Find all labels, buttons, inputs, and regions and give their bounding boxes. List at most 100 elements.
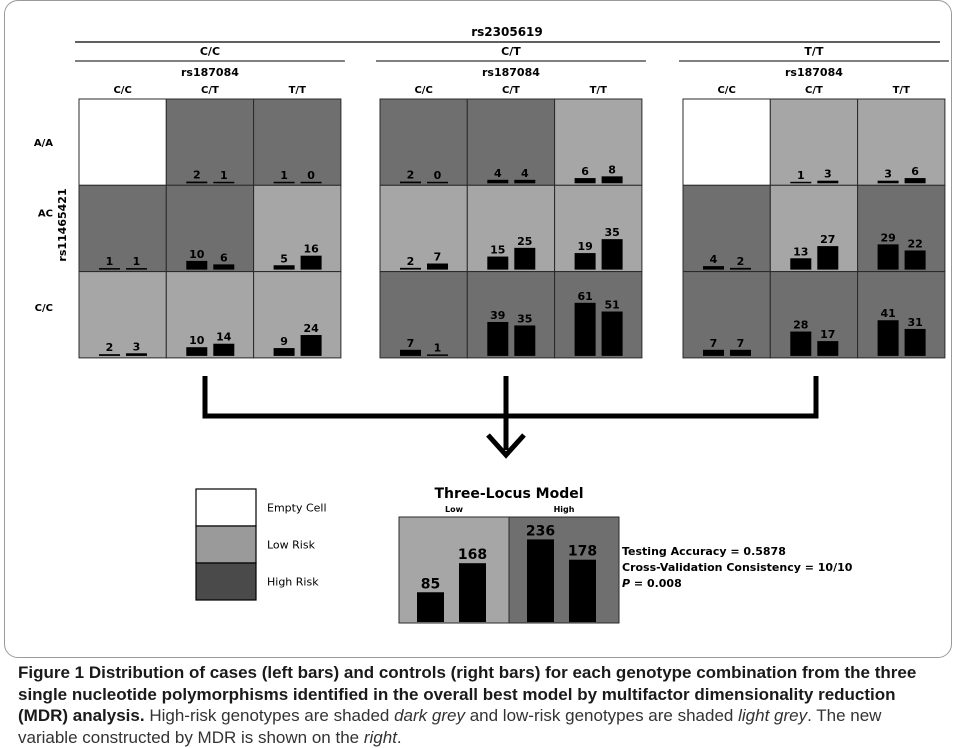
testing-accuracy: Testing Accuracy = 0.5878 <box>622 545 786 558</box>
cases-bar <box>574 302 596 356</box>
cell-high-risk <box>682 184 771 273</box>
cell-low-risk <box>165 271 255 359</box>
cases-value-label: 7 <box>710 337 718 350</box>
controls-value-label: 8 <box>608 163 616 176</box>
caption-text-1: High-risk genotypes are shaded <box>149 706 390 725</box>
controls-bar <box>730 349 751 356</box>
cases-value-label: 1 <box>280 169 288 182</box>
controls-value-label: 51 <box>604 299 619 312</box>
controls-value-label: 14 <box>216 331 232 344</box>
controls-value-label: 16 <box>303 243 319 256</box>
cases-bar <box>790 331 812 356</box>
col-genotype-label: C/C <box>113 85 131 96</box>
cases-bar <box>877 180 899 184</box>
legend-label-high: High Risk <box>267 576 319 589</box>
cases-value-label: 41 <box>880 307 895 320</box>
controls-value-label: 3 <box>824 168 832 181</box>
genotype-cell <box>78 98 167 186</box>
cell-low-risk <box>253 184 342 273</box>
cases-bar <box>400 181 421 184</box>
cases-value-label: 6 <box>581 165 589 178</box>
caption-text-2: and low-risk genotypes are shaded <box>469 706 734 725</box>
genotype-cell <box>682 98 771 186</box>
cases-value-label: 10 <box>189 334 205 347</box>
controls-value-label: 6 <box>911 165 919 178</box>
cell-high-risk <box>165 184 255 273</box>
arrow-head <box>486 433 526 459</box>
controls-bar <box>817 341 839 356</box>
model-group-label: High <box>554 505 575 514</box>
cases-value-label: 2 <box>407 169 415 182</box>
model-cases-label: 85 <box>421 576 440 592</box>
genotype-cell: 5 16 <box>253 184 342 273</box>
col-snp-label: rs187084 <box>181 66 239 79</box>
controls-value-label: 1 <box>434 341 442 354</box>
legend-label-low: Low Risk <box>267 539 316 552</box>
row-genotype-label: C/C <box>35 303 53 314</box>
cases-bar <box>99 268 120 270</box>
cell-high-risk <box>78 184 167 273</box>
controls-bar <box>300 255 322 270</box>
legend-swatch-empty <box>195 488 257 527</box>
controls-bar <box>730 267 751 270</box>
controls-bar <box>601 176 623 184</box>
genotype-cell: 13 27 <box>769 184 859 273</box>
genotype-cell: 61 51 <box>554 271 643 359</box>
cases-value-label: 4 <box>710 253 718 266</box>
cell-empty-risk <box>78 98 167 186</box>
cases-bar <box>487 321 509 356</box>
cell-high-risk <box>554 271 643 359</box>
genotype-cell: 39 35 <box>466 271 556 359</box>
cell-high-risk <box>379 271 468 359</box>
cases-bar <box>877 320 899 356</box>
col-snp-label: rs187084 <box>785 66 843 79</box>
cell-low-risk <box>769 98 859 186</box>
cases-value-label: 2 <box>193 169 201 182</box>
controls-bar <box>427 181 448 184</box>
cases-value-label: 28 <box>793 319 808 332</box>
col-genotype-label: T/T <box>590 85 607 96</box>
controls-value-label: 0 <box>434 169 442 182</box>
controls-bar <box>126 353 147 356</box>
controls-value-label: 7 <box>434 251 442 264</box>
cell-low-risk <box>769 184 859 273</box>
cases-value-label: 19 <box>577 240 592 253</box>
model-title: Three-Locus Model <box>434 486 583 502</box>
top-snp-label: rs2305619 <box>471 25 543 39</box>
controls-value-label: 31 <box>907 316 922 329</box>
caption-text-4: . <box>396 727 402 747</box>
cases-bar <box>400 267 421 270</box>
caption-text-3: . The new variable constructed by MDR is… <box>18 706 882 747</box>
row-genotype-label: AC <box>38 208 53 219</box>
top-genotype-label: C/T <box>501 45 521 58</box>
cases-bar <box>790 181 812 184</box>
controls-value-label: 6 <box>220 251 228 264</box>
legend-swatch-high <box>195 562 257 601</box>
genotype-cell: 10 14 <box>165 271 255 359</box>
cases-bar <box>703 349 724 356</box>
controls-value-label: 35 <box>604 226 619 239</box>
cases-value-label: 10 <box>189 248 205 261</box>
controls-bar <box>904 178 926 184</box>
model-cell-low-risk <box>398 516 510 624</box>
controls-value-label: 1 <box>220 169 228 182</box>
headers: rs2305619 <box>75 25 940 43</box>
controls-bar <box>514 179 536 184</box>
cell-high-risk <box>682 271 771 359</box>
caption-right: right <box>363 727 397 747</box>
cases-value-label: 29 <box>880 231 895 244</box>
cases-bar <box>186 260 208 270</box>
cases-value-label: 3 <box>884 168 892 181</box>
top-genotype-label: C/C <box>200 45 220 58</box>
col-genotype-label: T/T <box>893 85 910 96</box>
